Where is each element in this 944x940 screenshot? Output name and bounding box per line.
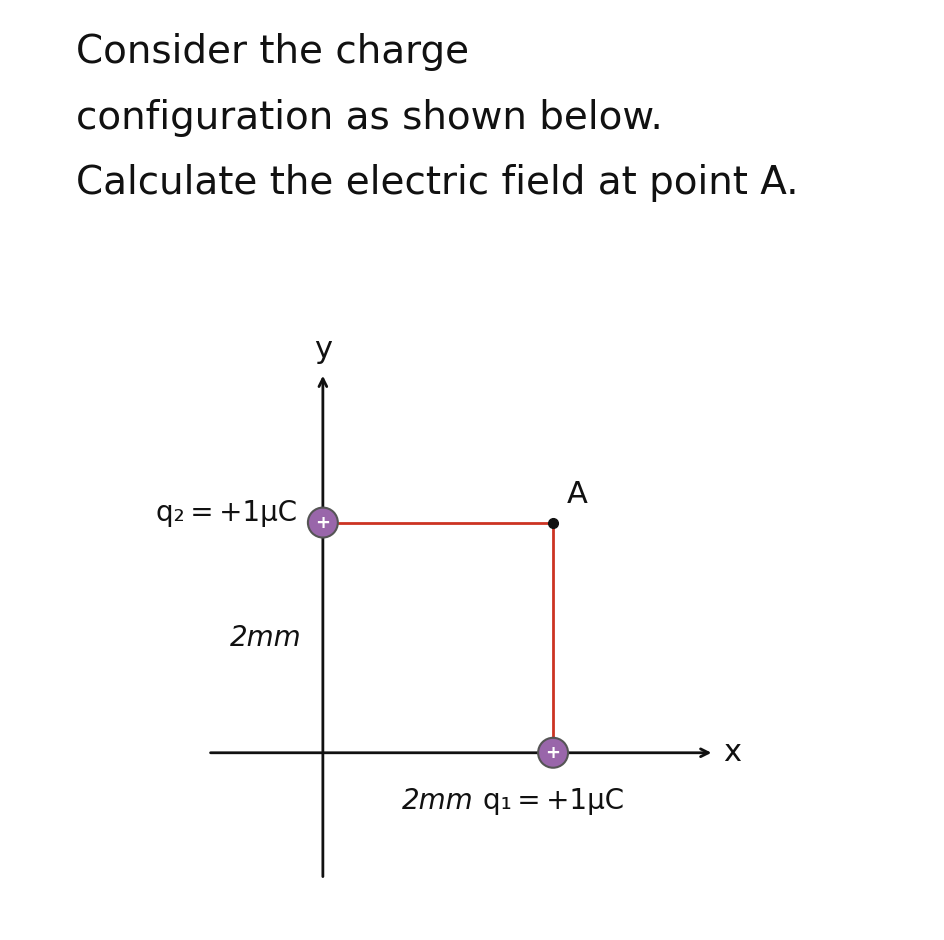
Text: 2mm: 2mm: [402, 787, 473, 815]
Text: x: x: [723, 738, 741, 767]
Text: 2mm: 2mm: [229, 623, 301, 651]
Text: Calculate the electric field at point A.: Calculate the electric field at point A.: [76, 164, 798, 202]
Text: y: y: [313, 335, 331, 364]
Text: configuration as shown below.: configuration as shown below.: [76, 99, 662, 136]
Circle shape: [537, 738, 567, 768]
Text: Consider the charge: Consider the charge: [76, 33, 468, 70]
Text: q₂ = +1μC: q₂ = +1μC: [157, 499, 297, 527]
Text: +: +: [315, 513, 330, 531]
Text: q₁ = +1μC: q₁ = +1μC: [482, 788, 623, 815]
Text: +: +: [545, 744, 560, 761]
Circle shape: [308, 508, 337, 538]
Text: A: A: [566, 479, 587, 509]
